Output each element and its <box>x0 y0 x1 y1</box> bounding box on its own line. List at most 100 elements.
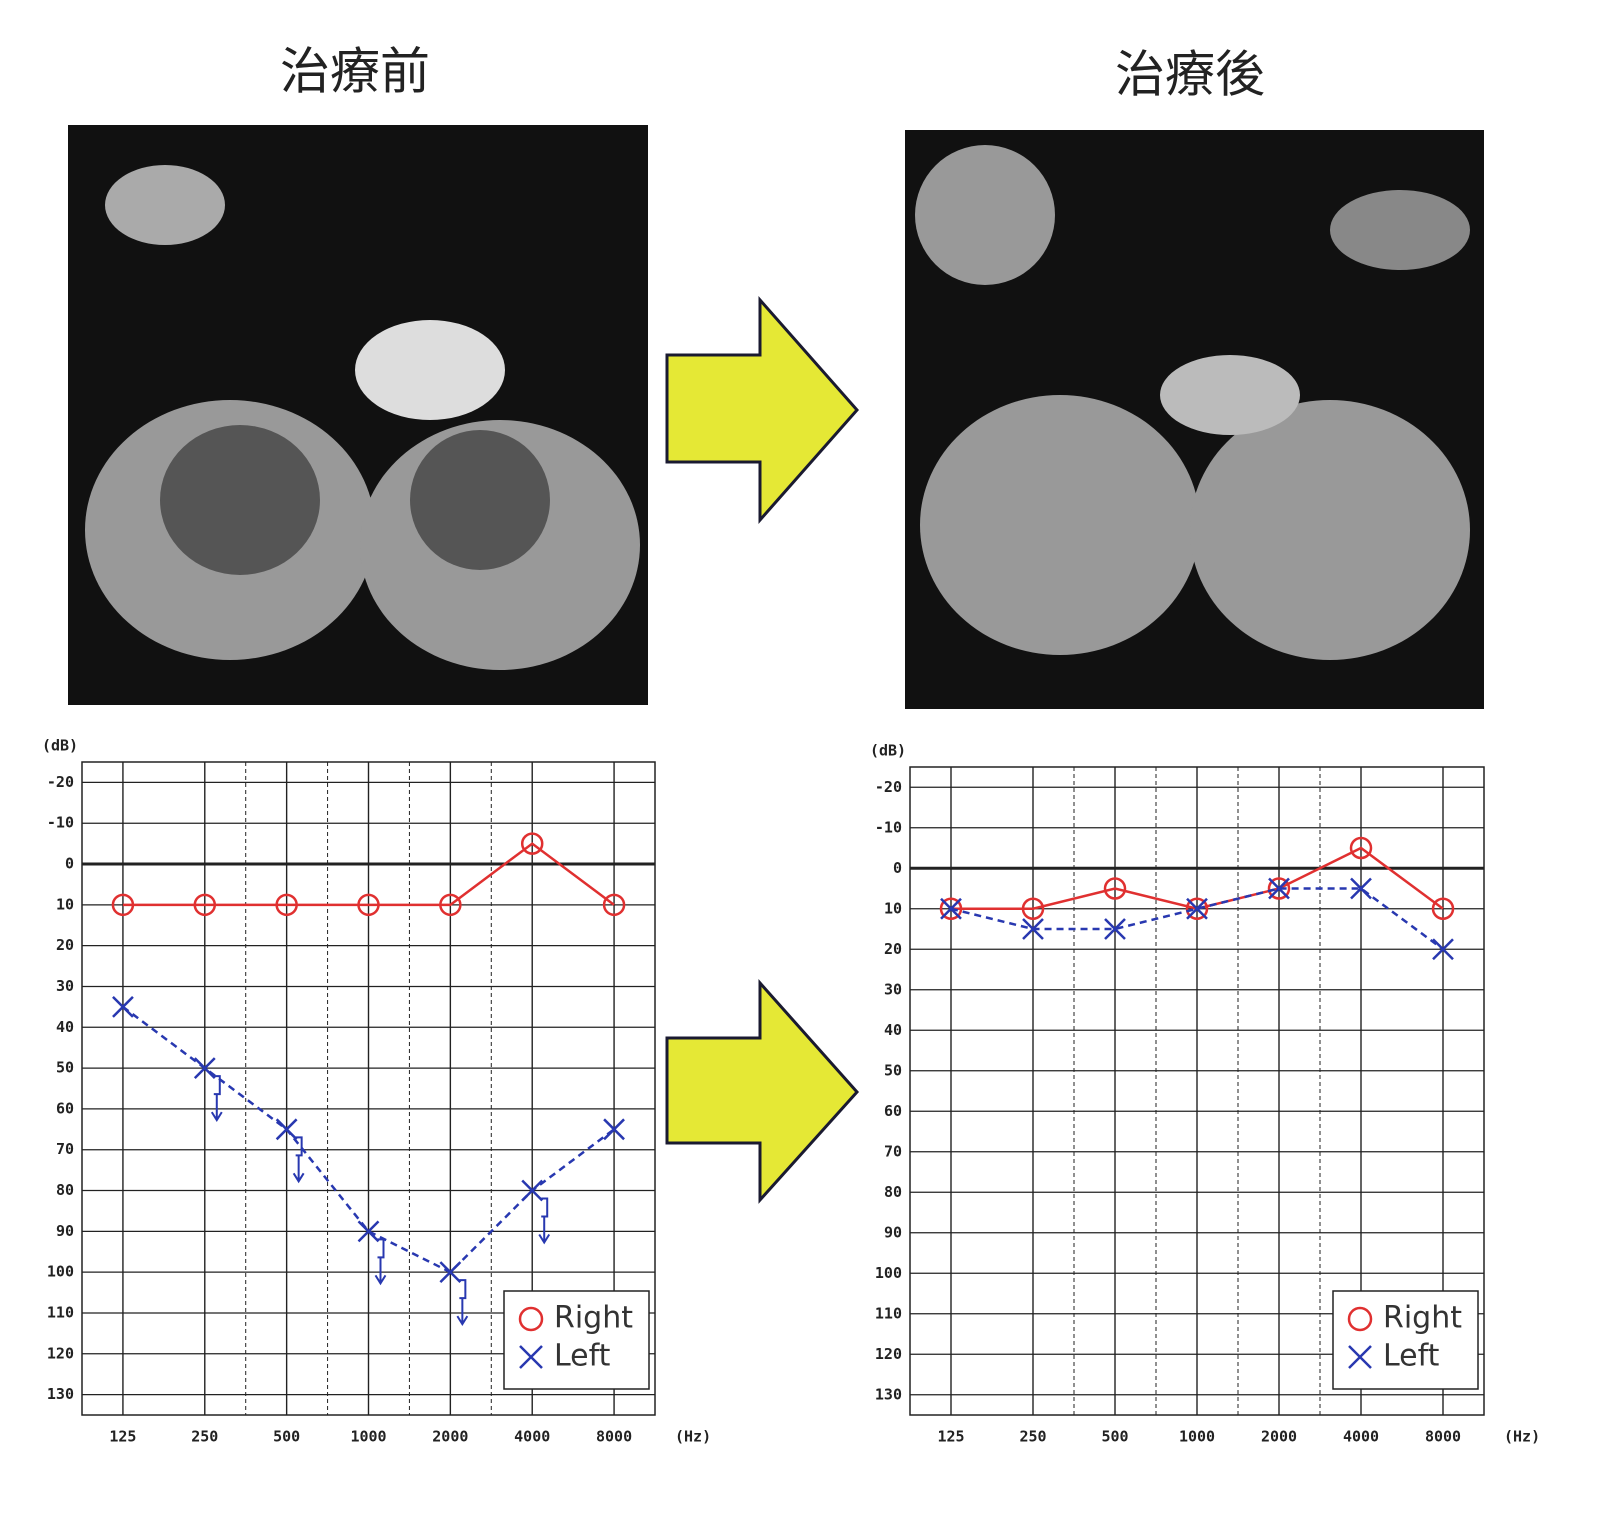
y-tick-label: 80 <box>884 1183 902 1201</box>
marker-cross <box>275 1118 298 1141</box>
y-tick-label: 40 <box>56 1018 74 1036</box>
marker-cross <box>193 1057 216 1079</box>
legend-marker <box>519 1345 543 1369</box>
legend-marker <box>1347 1306 1373 1332</box>
legend-label: Left <box>1383 1339 1440 1374</box>
mri-image <box>68 125 648 705</box>
y-tick-label: 130 <box>875 1385 902 1403</box>
x-tick-label: 250 <box>191 1428 218 1446</box>
x-tick-label: 500 <box>1101 1428 1128 1446</box>
x-tick-label: 1000 <box>350 1428 386 1446</box>
chart-title: 治療前 <box>280 43 430 101</box>
y-axis-label: (dB) <box>870 742 906 760</box>
y-tick-label: 50 <box>56 1059 74 1077</box>
y-tick-label: 70 <box>884 1142 902 1160</box>
y-tick-label: 30 <box>56 977 74 995</box>
marker-circle <box>602 893 626 917</box>
y-tick-label: 10 <box>56 895 74 913</box>
y-tick-label: 90 <box>56 1222 74 1240</box>
marker-circle <box>520 832 544 855</box>
y-tick-label: 0 <box>893 859 902 877</box>
y-tick-label: 100 <box>875 1264 902 1282</box>
marker-cross <box>603 1118 625 1141</box>
y-tick-label: 130 <box>47 1385 74 1403</box>
marker-circle <box>193 893 217 917</box>
y-tick-label: 120 <box>875 1345 902 1363</box>
y-tick-label: 20 <box>884 940 902 958</box>
marker-circle <box>275 893 298 917</box>
plot-frame <box>81 761 656 1416</box>
marker-circle <box>1103 877 1127 900</box>
marker-circle <box>939 897 963 920</box>
marker-cross <box>940 897 962 920</box>
y-tick-label: 100 <box>47 1263 74 1281</box>
legend-marker <box>518 1306 544 1332</box>
marker-circle <box>1267 877 1291 900</box>
y-tick-label: -20 <box>875 778 902 796</box>
y-tick-label: 20 <box>56 936 74 954</box>
y-tick-label: 110 <box>47 1303 74 1321</box>
no-response-arrow <box>210 1075 223 1122</box>
marker-cross <box>112 995 134 1018</box>
y-tick-label: 90 <box>884 1223 902 1241</box>
legend-label: Right <box>554 1301 633 1336</box>
no-response-arrow <box>292 1136 305 1184</box>
marker-cross <box>1268 877 1290 900</box>
legend-label: Left <box>554 1339 611 1374</box>
y-tick-label: 10 <box>884 899 902 917</box>
arrow <box>665 979 860 1204</box>
x-axis-label: (Hz) <box>1504 1428 1540 1446</box>
marker-cross <box>1186 897 1208 920</box>
x-tick-label: 2000 <box>1261 1428 1297 1446</box>
x-tick-label: 8000 <box>1425 1428 1461 1446</box>
y-tick-label: 50 <box>884 1061 902 1079</box>
marker-circle <box>1021 897 1045 920</box>
x-tick-label: 125 <box>937 1428 964 1446</box>
marker-cross <box>1104 918 1126 940</box>
legend-marker <box>1348 1345 1372 1369</box>
series-line <box>122 842 615 907</box>
marker-cross <box>439 1261 462 1284</box>
x-tick-label: 8000 <box>596 1428 632 1446</box>
arrow <box>665 296 859 524</box>
marker-cross <box>1432 938 1454 961</box>
no-response-arrow <box>374 1238 387 1286</box>
x-tick-label: 4000 <box>1343 1428 1379 1446</box>
x-tick-label: 4000 <box>514 1428 550 1446</box>
marker-cross <box>521 1179 544 1202</box>
x-axis-label: (Hz) <box>675 1428 711 1446</box>
y-tick-label: 60 <box>56 1099 74 1117</box>
x-tick-label: 125 <box>109 1428 136 1446</box>
mri-image <box>905 130 1484 709</box>
marker-circle <box>111 893 135 917</box>
x-tick-label: 1000 <box>1179 1428 1215 1446</box>
marker-circle <box>1431 897 1455 920</box>
y-tick-label: -10 <box>875 818 902 836</box>
y-tick-label: -10 <box>47 814 74 832</box>
marker-circle <box>357 893 380 917</box>
x-tick-label: 500 <box>273 1428 300 1446</box>
marker-cross <box>1022 918 1044 940</box>
marker-cross <box>1350 877 1372 900</box>
x-tick-label: 250 <box>1019 1428 1046 1446</box>
marker-cross <box>357 1220 380 1243</box>
y-axis-label: (dB) <box>42 737 78 755</box>
y-tick-label: 30 <box>884 980 902 998</box>
chart-title: 治療後 <box>1115 46 1265 104</box>
no-response-arrow <box>456 1279 469 1327</box>
marker-circle <box>439 893 462 917</box>
marker-circle <box>1185 897 1209 920</box>
y-tick-label: 80 <box>56 1181 74 1199</box>
y-tick-label: 120 <box>47 1344 74 1362</box>
x-tick-label: 2000 <box>432 1428 468 1446</box>
y-tick-label: 70 <box>56 1140 74 1158</box>
y-tick-label: 60 <box>884 1102 902 1120</box>
y-tick-label: 0 <box>65 855 74 873</box>
y-tick-label: 110 <box>875 1304 902 1322</box>
legend-label: Right <box>1383 1301 1462 1336</box>
marker-circle <box>1349 836 1373 860</box>
plot-frame <box>909 766 1485 1416</box>
y-tick-label: -20 <box>47 773 74 791</box>
y-tick-label: 40 <box>884 1021 902 1039</box>
